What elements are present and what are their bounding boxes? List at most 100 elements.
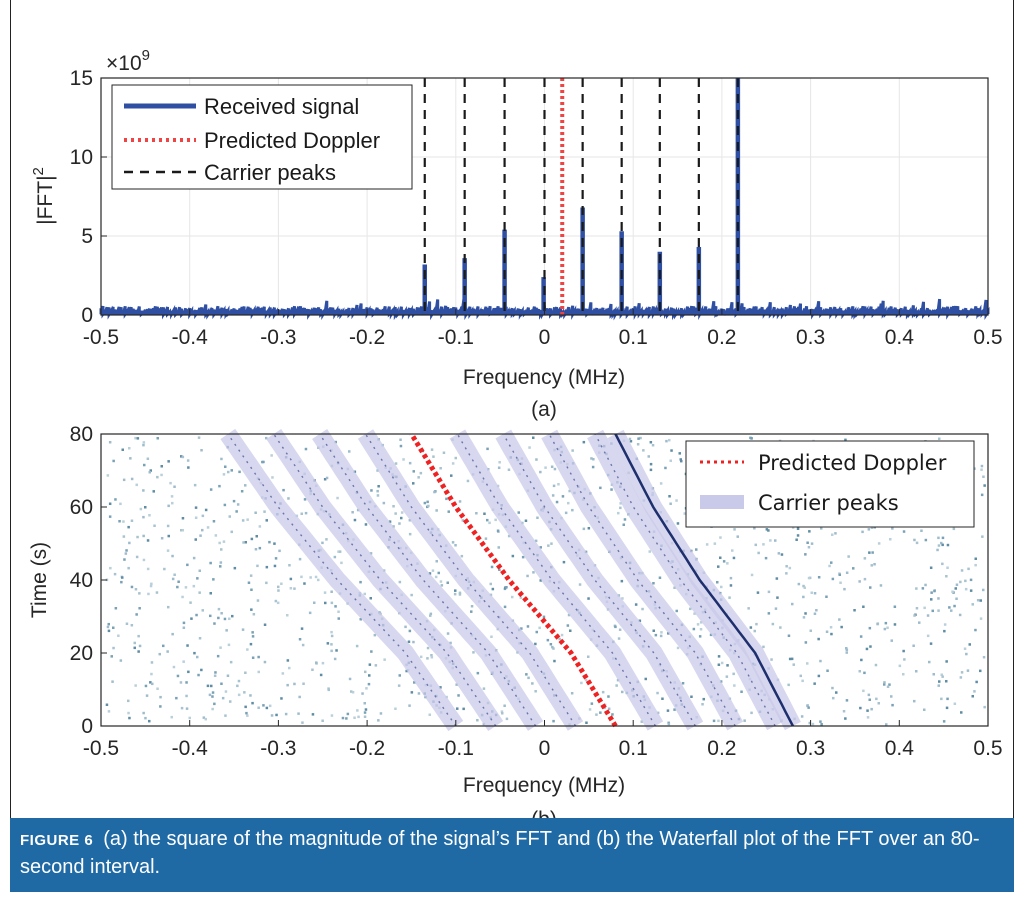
waterfall-noise-pixel: [177, 580, 180, 583]
waterfall-noise-pixel: [167, 460, 170, 463]
waterfall-noise-pixel: [146, 567, 150, 571]
waterfall-noise-pixel: [717, 565, 720, 568]
waterfall-noise-pixel: [870, 707, 873, 711]
caption-text: (a) the square of the magnitude of the s…: [20, 828, 980, 878]
panel-a-x-tick-label: 0.2: [707, 326, 736, 349]
waterfall-noise-pixel: [315, 662, 318, 665]
waterfall-noise-pixel: [834, 532, 837, 535]
waterfall-noise-pixel: [590, 702, 594, 705]
panel-b-x-tick-label: -0.2: [349, 737, 385, 760]
waterfall-noise-pixel: [298, 557, 302, 561]
waterfall-noise-pixel: [945, 660, 948, 663]
waterfall-noise-pixel: [193, 651, 196, 655]
waterfall-noise-pixel: [108, 502, 112, 505]
waterfall-noise-pixel: [980, 493, 984, 497]
waterfall-noise-pixel: [729, 584, 733, 587]
waterfall-noise-pixel: [330, 643, 333, 646]
waterfall-noise-pixel: [649, 462, 653, 466]
waterfall-noise-pixel: [860, 658, 863, 662]
panel-b-x-tick-label: 0.3: [796, 737, 825, 760]
waterfall-noise-pixel: [503, 704, 506, 707]
panel-a-legend: Received signal Predicted Doppler Carrie…: [111, 84, 413, 190]
waterfall-noise-pixel: [185, 694, 188, 698]
waterfall-noise-pixel: [802, 595, 805, 599]
waterfall-noise-pixel: [156, 437, 159, 440]
waterfall-noise-pixel: [569, 629, 572, 632]
waterfall-noise-pixel: [426, 657, 429, 660]
waterfall-noise-pixel: [521, 555, 525, 559]
waterfall-noise-pixel: [160, 465, 163, 468]
waterfall-noise-pixel: [511, 595, 514, 599]
panel-a-y-tick-label: 10: [70, 146, 93, 169]
waterfall-noise-pixel: [377, 485, 380, 488]
waterfall-noise-pixel: [690, 695, 693, 698]
waterfall-noise-pixel: [351, 691, 355, 694]
waterfall-noise-pixel: [430, 656, 434, 659]
waterfall-noise-pixel: [649, 441, 653, 444]
waterfall-noise-pixel: [454, 456, 457, 460]
waterfall-noise-pixel: [564, 511, 568, 515]
waterfall-noise-pixel: [475, 512, 478, 515]
waterfall-noise-pixel: [918, 621, 921, 624]
waterfall-noise-pixel: [924, 538, 928, 542]
waterfall-noise-pixel: [644, 677, 647, 681]
waterfall-noise-pixel: [754, 543, 757, 547]
waterfall-noise-pixel: [321, 661, 325, 665]
waterfall-noise-pixel: [859, 706, 862, 710]
waterfall-noise-pixel: [847, 555, 850, 558]
waterfall-noise-pixel: [160, 473, 163, 477]
waterfall-noise-pixel: [797, 582, 801, 586]
panel-b-doppler-curve: [409, 432, 618, 728]
waterfall-noise-pixel: [641, 607, 644, 611]
waterfall-noise-pixel: [334, 605, 337, 608]
waterfall-noise-pixel: [868, 698, 871, 701]
waterfall-noise-pixel: [447, 510, 450, 513]
waterfall-noise-pixel: [417, 476, 420, 479]
waterfall-noise-pixel: [796, 527, 800, 530]
waterfall-noise-pixel: [619, 502, 622, 505]
legend-received-signal-label: Received signal: [204, 94, 359, 119]
waterfall-noise-pixel: [960, 671, 964, 674]
waterfall-noise-pixel: [883, 681, 886, 684]
waterfall-noise-pixel: [402, 458, 405, 461]
waterfall-noise-pixel: [146, 539, 150, 542]
waterfall-noise-pixel: [150, 672, 153, 676]
waterfall-noise-pixel: [863, 671, 866, 675]
waterfall-noise-pixel: [229, 660, 233, 664]
waterfall-noise-pixel: [963, 647, 967, 650]
waterfall-noise-pixel: [194, 506, 198, 509]
waterfall-noise-pixel: [819, 659, 822, 663]
waterfall-noise-pixel: [166, 650, 169, 653]
waterfall-noise-pixel: [552, 647, 555, 650]
waterfall-noise-pixel: [232, 499, 236, 503]
panel-a-x-tick-label: 0.1: [619, 326, 648, 349]
waterfall-noise-pixel: [943, 629, 946, 633]
waterfall-noise-pixel: [142, 515, 145, 519]
waterfall-noise-pixel: [186, 563, 189, 567]
waterfall-noise-pixel: [863, 557, 867, 560]
waterfall-noise-pixel: [300, 627, 304, 630]
panel-b-x-tick-label: -0.5: [83, 737, 119, 760]
waterfall-noise-pixel: [125, 622, 129, 625]
waterfall-noise-pixel: [268, 704, 272, 708]
waterfall-noise-pixel: [610, 488, 613, 491]
waterfall-noise-pixel: [397, 684, 401, 687]
waterfall-noise-pixel: [392, 525, 395, 528]
waterfall-noise-pixel: [698, 635, 702, 638]
waterfall-noise-pixel: [176, 674, 180, 678]
waterfall-noise-pixel: [439, 467, 442, 470]
waterfall-noise-pixel: [400, 516, 403, 520]
waterfall-noise-pixel: [750, 711, 753, 715]
waterfall-noise-pixel: [337, 550, 340, 553]
waterfall-noise-pixel: [181, 517, 185, 520]
waterfall-noise-pixel: [265, 581, 268, 585]
waterfall-noise-pixel: [211, 707, 214, 711]
waterfall-noise-pixel: [353, 716, 356, 719]
waterfall-noise-pixel: [525, 673, 528, 676]
waterfall-noise-pixel: [571, 449, 574, 452]
waterfall-noise-pixel: [669, 502, 672, 505]
panel-a-x-tick-label: -0.1: [438, 326, 474, 349]
legend-carrier-peaks-label: Carrier peaks: [204, 160, 336, 185]
waterfall-noise-pixel: [209, 561, 212, 565]
waterfall-noise-pixel: [162, 644, 165, 648]
